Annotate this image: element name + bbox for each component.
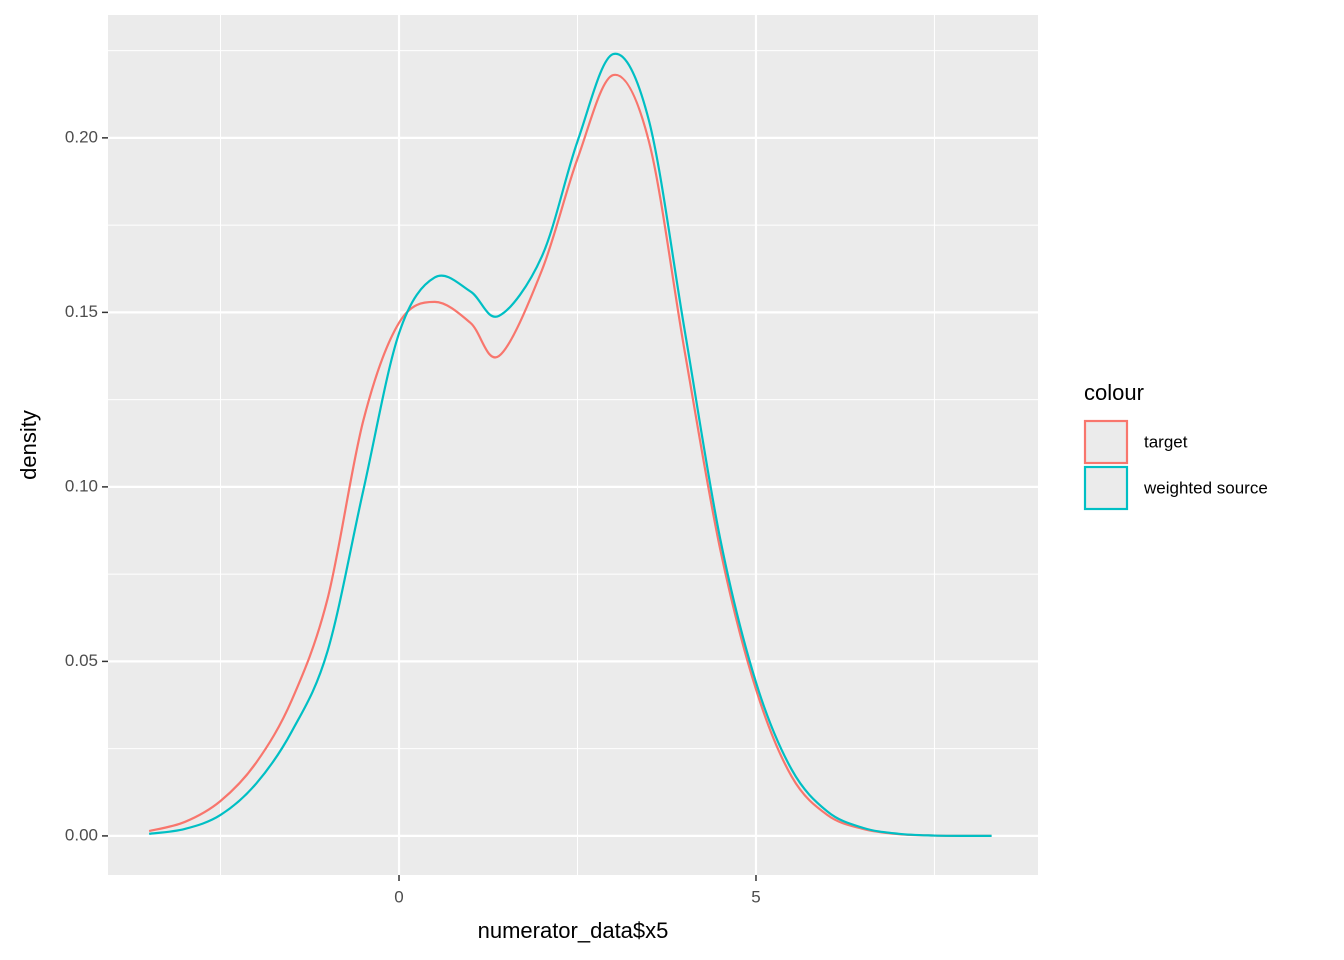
legend-title: colour	[1084, 380, 1144, 405]
y-tick-label: 0.00	[65, 825, 98, 844]
density-line	[148, 73, 992, 838]
x-axis-title: numerator_data$x5	[478, 918, 669, 943]
y-tick-label: 0.20	[65, 127, 98, 146]
panel-background	[108, 15, 1038, 875]
density-line	[148, 52, 992, 838]
legend-label: weighted source	[1143, 478, 1268, 497]
y-tick-label: 0.15	[65, 302, 98, 321]
y-tick-label: 0.05	[65, 651, 98, 670]
y-axis-title: density	[16, 410, 41, 480]
legend-label: target	[1144, 432, 1188, 451]
y-tick-label: 0.10	[65, 476, 98, 495]
x-tick-label: 5	[751, 887, 760, 906]
x-tick-label: 0	[394, 887, 403, 906]
legend-key	[1083, 465, 1129, 511]
legend-key	[1083, 419, 1129, 465]
